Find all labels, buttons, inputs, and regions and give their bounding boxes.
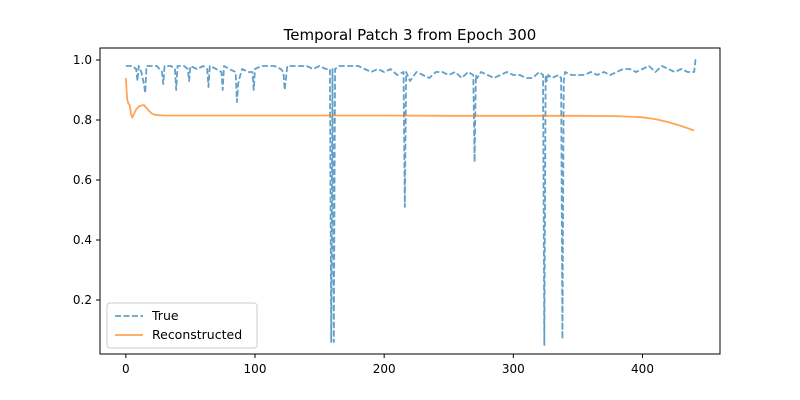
x-tick-label: 100 — [244, 362, 267, 376]
x-tick-label: 400 — [631, 362, 654, 376]
series-line-true — [125, 59, 697, 346]
series-line-reconstructed — [124, 77, 695, 132]
x-axis: 0 100 200 300 400 — [122, 354, 654, 376]
y-tick-label: 0.8 — [73, 113, 92, 127]
x-tick-label: 200 — [373, 362, 396, 376]
legend-box — [106, 302, 258, 349]
y-tick-label: 0.2 — [73, 293, 92, 307]
chart-title: Temporal Patch 3 from Epoch 300 — [283, 26, 537, 44]
series-layer — [124, 59, 697, 346]
legend: True Reconstructed — [106, 302, 258, 349]
x-tick-label: 0 — [122, 362, 130, 376]
y-tick-label: 1.0 — [73, 53, 92, 67]
y-axis: 0.2 0.4 0.6 0.8 1.0 — [73, 53, 100, 307]
legend-label-true: True — [151, 308, 179, 323]
y-tick-label: 0.6 — [73, 173, 92, 187]
plot-area-frame — [99, 47, 721, 355]
y-tick-label: 0.4 — [73, 233, 92, 247]
x-tick-label: 300 — [502, 362, 525, 376]
legend-label-reconstructed: Reconstructed — [152, 327, 242, 342]
